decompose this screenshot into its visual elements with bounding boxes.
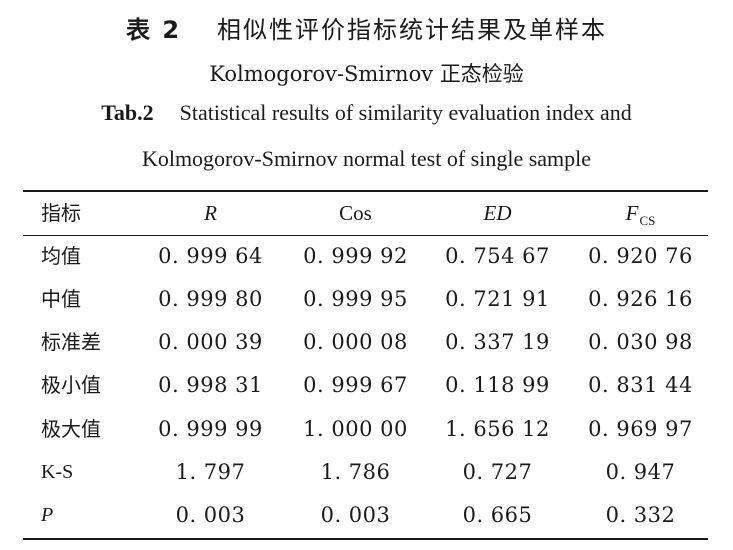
cell-fcs: 0. 969 97 xyxy=(588,417,693,441)
cell-cos: 1. 000 00 xyxy=(303,417,408,441)
table-title-en: Statistical results of similarity evalua… xyxy=(179,100,632,125)
cell-cos: 0. 999 67 xyxy=(303,373,408,397)
table-row: K-S 1. 797 1. 786 0. 727 0. 947 xyxy=(23,452,708,492)
row-label: K-S xyxy=(41,461,74,483)
cell-ed: 0. 337 19 xyxy=(445,330,550,354)
table-title-cn: 相似性评价指标统计结果及单样本 xyxy=(217,16,608,44)
table-label-en: Tab.2 xyxy=(101,100,154,125)
table-title-cn-line2: Kolmogorov-Smirnov 正态检验 xyxy=(209,62,524,86)
table-header-rule xyxy=(23,235,708,236)
cell-cos: 1. 786 xyxy=(320,460,391,484)
table-row: 标准差 0. 000 39 0. 000 08 0. 337 19 0. 030… xyxy=(23,322,708,362)
header-r: R xyxy=(204,201,217,225)
table-caption-en: Tab.2 Statistical results of similarity e… xyxy=(0,100,733,126)
cell-r: 0. 000 39 xyxy=(158,330,263,354)
cell-cos: 0. 003 xyxy=(320,503,391,527)
row-label: 中值 xyxy=(41,287,81,311)
cell-r: 0. 003 xyxy=(175,503,246,527)
header-fcs-main: F xyxy=(625,201,639,225)
header-fcs: FCS xyxy=(568,193,713,233)
cell-ed: 1. 656 12 xyxy=(445,417,550,441)
cell-cos: 0. 000 08 xyxy=(303,330,408,354)
row-label: P xyxy=(41,504,54,526)
header-index: 指标 xyxy=(41,201,81,225)
table-bottom-rule xyxy=(23,538,708,540)
cell-fcs: 0. 947 xyxy=(605,460,676,484)
row-label: 均值 xyxy=(41,244,81,268)
table-row: 均值 0. 999 64 0. 999 92 0. 754 67 0. 920 … xyxy=(23,236,708,276)
cell-ed: 0. 721 91 xyxy=(445,287,550,311)
cell-fcs: 0. 332 xyxy=(605,503,676,527)
cell-ed: 0. 118 99 xyxy=(445,373,550,397)
cell-ed: 0. 754 67 xyxy=(445,244,550,268)
cell-ed: 0. 665 xyxy=(462,503,533,527)
row-label: 标准差 xyxy=(41,330,101,354)
row-label: 极小值 xyxy=(41,373,101,397)
row-label: 极大值 xyxy=(41,417,101,441)
cell-fcs: 0. 831 44 xyxy=(588,373,693,397)
cell-fcs: 0. 030 98 xyxy=(588,330,693,354)
cell-r: 0. 999 80 xyxy=(158,287,263,311)
table-row: P 0. 003 0. 003 0. 665 0. 332 xyxy=(23,495,708,535)
table-row: 极大值 0. 999 99 1. 000 00 1. 656 12 0. 969… xyxy=(23,409,708,449)
table-row: 中值 0. 999 80 0. 999 95 0. 721 91 0. 926 … xyxy=(23,279,708,319)
cell-fcs: 0. 920 76 xyxy=(588,244,693,268)
table-label-cn: 表 2 xyxy=(125,16,182,44)
table-row: 极小值 0. 998 31 0. 999 67 0. 118 99 0. 831… xyxy=(23,365,708,405)
cell-r: 0. 998 31 xyxy=(158,373,263,397)
cell-r: 1. 797 xyxy=(175,460,246,484)
header-fcs-subscript: CS xyxy=(639,213,656,228)
cell-cos: 0. 999 95 xyxy=(303,287,408,311)
cell-r: 0. 999 64 xyxy=(158,244,263,268)
table-title-en-line2: Kolmogorov-Smirnov normal test of single… xyxy=(141,146,592,171)
cell-r: 0. 999 99 xyxy=(158,417,263,441)
cell-fcs: 0. 926 16 xyxy=(588,287,693,311)
header-cos: Cos xyxy=(339,201,372,225)
cell-cos: 0. 999 92 xyxy=(303,244,408,268)
cell-ed: 0. 727 xyxy=(462,460,533,484)
header-ed: ED xyxy=(483,201,512,225)
table-top-rule xyxy=(23,190,708,192)
table-caption-cn: 表 2 相似性评价指标统计结果及单样本 xyxy=(0,10,733,45)
table-header-row: 指标 R Cos ED FCS xyxy=(23,193,708,233)
